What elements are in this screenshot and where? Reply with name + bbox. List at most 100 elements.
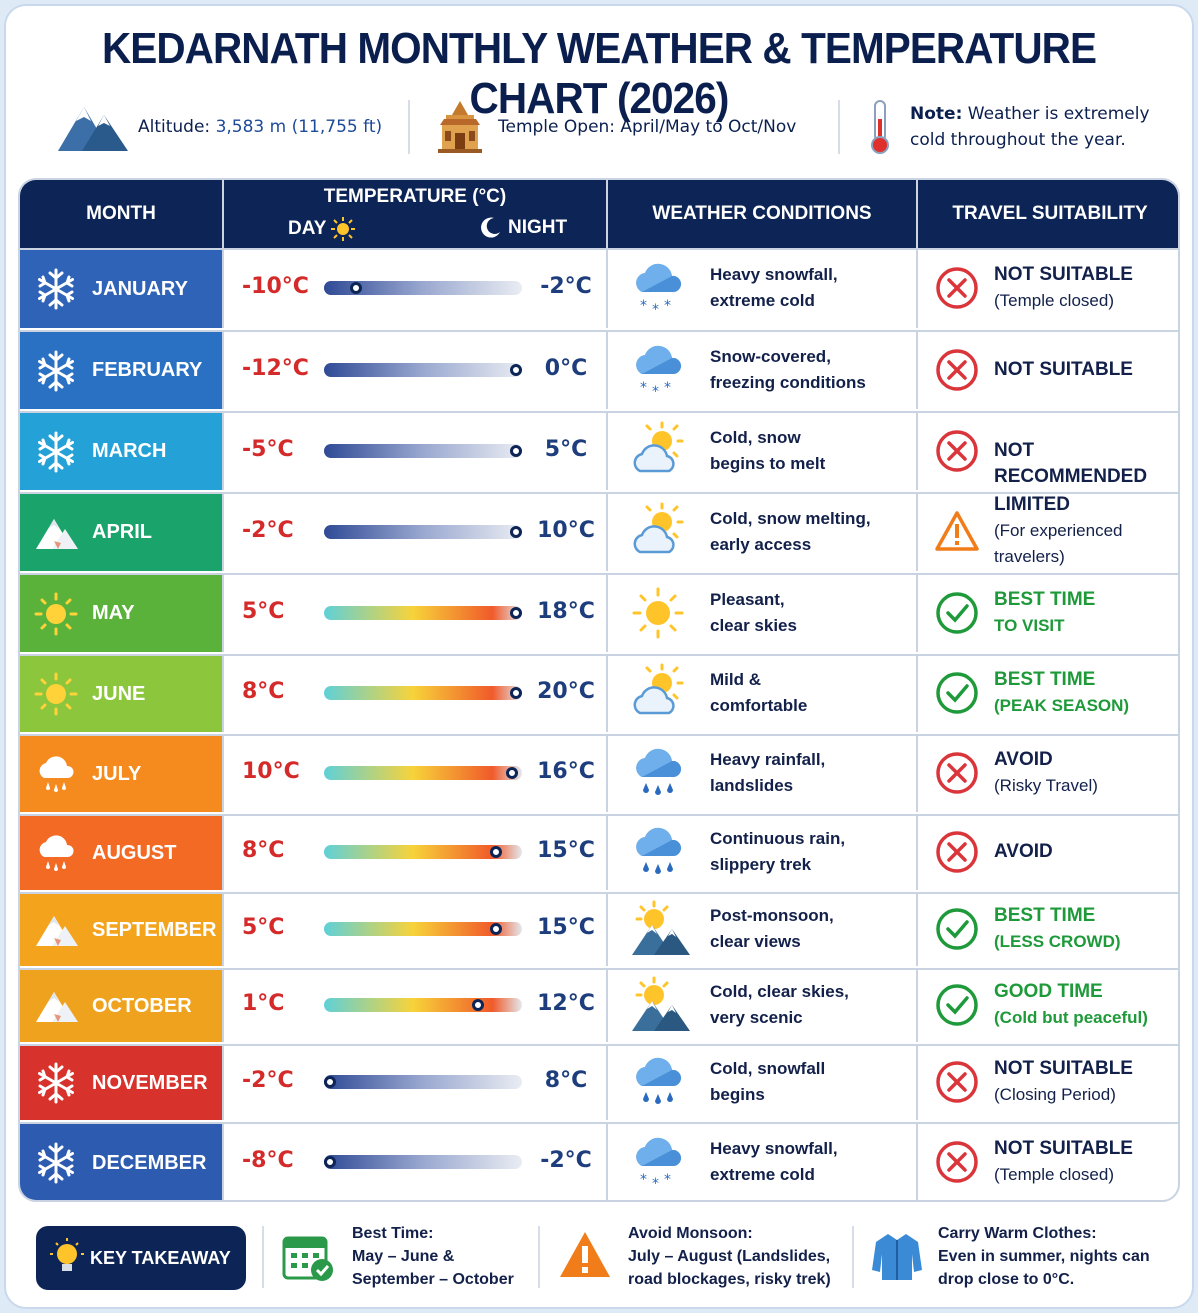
day-temperature: -10°C — [242, 274, 309, 299]
sun-icon — [331, 217, 356, 241]
svg-text:*: * — [652, 384, 659, 400]
x-circle-icon — [934, 1059, 980, 1105]
divider — [916, 814, 918, 890]
table-row: JANUARY -10°C -2°C * * * Heavy snowfall, e… — [20, 248, 1178, 328]
day-temperature: -8°C — [242, 1148, 294, 1173]
sun-mountain-icon — [628, 899, 692, 959]
altitude-value: 3,583 m (11,755 ft) — [215, 117, 383, 137]
rain-cloud-icon — [34, 752, 78, 796]
header-month: MONTH — [86, 203, 156, 224]
month-name: JULY — [92, 762, 142, 785]
sun-icon — [628, 583, 692, 643]
month-cell: JUNE — [20, 656, 222, 732]
weather-condition: Mild & comfortable — [710, 667, 910, 719]
divider — [606, 1044, 608, 1120]
weather-line-1: Mild & — [710, 670, 761, 689]
suitability-note: (Closing Period) — [994, 1085, 1116, 1104]
suitability-label: BEST TIME — [994, 905, 1096, 926]
temperature-knob — [506, 767, 519, 779]
month-name: SEPTEMBER — [92, 918, 217, 941]
month-name: DECEMBER — [92, 1151, 207, 1174]
header-travel: TRAVEL SUITABILITY — [952, 203, 1148, 224]
weather-condition: Heavy snowfall, extreme cold — [710, 1136, 910, 1188]
divider — [222, 1044, 224, 1120]
x-circle-icon — [934, 829, 980, 875]
suitability-note: (LESS CROWD) — [994, 932, 1121, 951]
table-row: MARCH -5°C 5°C Cold, snow begins to melt… — [20, 411, 1178, 490]
weather-line-2: begins to melt — [710, 453, 826, 473]
table-row: FEBRUARY -12°C 0°C * * * Snow-covered, fre… — [20, 330, 1178, 409]
weather-condition: Heavy rainfall, landslides — [710, 747, 910, 799]
day-temperature: 8°C — [242, 679, 285, 704]
weather-line-2: begins — [710, 1085, 765, 1104]
note-info: Note: Weather is extremely cold throughou… — [860, 96, 1150, 158]
suitability-note: (Risky Travel) — [994, 776, 1098, 795]
warm-clothes-title: Carry Warm Clothes: — [938, 1225, 1097, 1242]
suitability-label: AVOID — [994, 749, 1053, 770]
weather-line-1: Snow-covered, — [710, 346, 831, 366]
table-row: MAY 5°C 18°C Pleasant, clear skies BEST … — [20, 573, 1178, 652]
divider — [916, 654, 918, 732]
divider — [222, 814, 224, 890]
temple-info: Temple Open: April/May to Oct/Nov — [432, 96, 796, 158]
moon-icon — [481, 217, 500, 238]
month-cell: JULY — [20, 736, 222, 812]
divider — [916, 180, 918, 248]
check-circle-icon — [934, 906, 980, 952]
note-text: Weather is extremely — [967, 104, 1150, 124]
divider — [606, 892, 608, 966]
month-name: JUNE — [92, 682, 146, 705]
svg-text:*: * — [652, 1176, 659, 1192]
rain-cloud-icon — [628, 743, 692, 803]
rain-cloud-icon — [34, 831, 78, 875]
table-row: JUNE 8°C 20°C Mild & comfortable BEST TI… — [20, 654, 1178, 732]
weather-line-2: extreme cold — [710, 1165, 815, 1184]
table-row: SEPTEMBER 5°C 15°C Post-monsoon, clear v… — [20, 892, 1178, 966]
night-temperature: 10°C — [537, 517, 595, 543]
divider — [222, 734, 224, 812]
divider — [606, 180, 608, 248]
divider — [20, 330, 1178, 332]
weather-line-1: Heavy snowfall, — [710, 1139, 838, 1158]
weather-condition: Post-monsoon, clear views — [710, 903, 910, 955]
snow-cloud-icon: * * * — [628, 340, 692, 400]
temple-icon — [438, 101, 482, 153]
divider — [222, 180, 224, 248]
weather-condition: Pleasant, clear skies — [710, 587, 910, 639]
svg-text:*: * — [640, 298, 647, 314]
mountain-icon — [34, 984, 78, 1028]
night-temperature: 20°C — [537, 679, 595, 704]
suitability-label: AVOID — [994, 841, 1053, 862]
snowflake-icon — [34, 430, 78, 474]
temperature-knob — [490, 846, 503, 858]
night-temperature: 15°C — [537, 838, 595, 863]
temperature-knob — [510, 363, 523, 376]
warm-clothes-line-2: drop close to 0°C. — [938, 1271, 1075, 1288]
best-time-title: Best Time: — [352, 1225, 434, 1242]
night-temperature: 8°C — [544, 1068, 588, 1093]
weather-line-1: Cold, clear skies, — [710, 982, 849, 1001]
mountain-icon — [34, 908, 78, 952]
x-circle-icon — [934, 347, 980, 393]
month-name: MARCH — [92, 440, 167, 462]
weather-line-2: landslides — [710, 776, 794, 795]
warm-clothes-note: Carry Warm Clothes: Even in summer, nigh… — [938, 1222, 1150, 1291]
travel-suitability: NOT SUITABLE (Temple closed) — [994, 1136, 1178, 1188]
divider — [916, 1122, 918, 1200]
divider — [20, 248, 1178, 250]
temperature-knob — [324, 1156, 336, 1168]
header-temperature-label: TEMPERATURE (°C) — [323, 186, 507, 207]
suitability-label: NOT SUITABLE — [994, 358, 1133, 380]
check-circle-icon — [934, 670, 980, 716]
divider — [606, 734, 608, 812]
month-cell: APRIL — [20, 494, 222, 571]
temperature-bar — [324, 524, 523, 539]
weather-line-1: Cold, snow — [710, 427, 801, 447]
snowflake-icon — [34, 1061, 78, 1105]
month-cell: FEBRUARY — [20, 332, 222, 409]
sun-icon — [34, 672, 78, 716]
temperature-knob — [490, 923, 503, 935]
temperature-knob — [510, 525, 523, 538]
divider — [606, 248, 608, 328]
month-name: JANUARY — [92, 277, 188, 300]
